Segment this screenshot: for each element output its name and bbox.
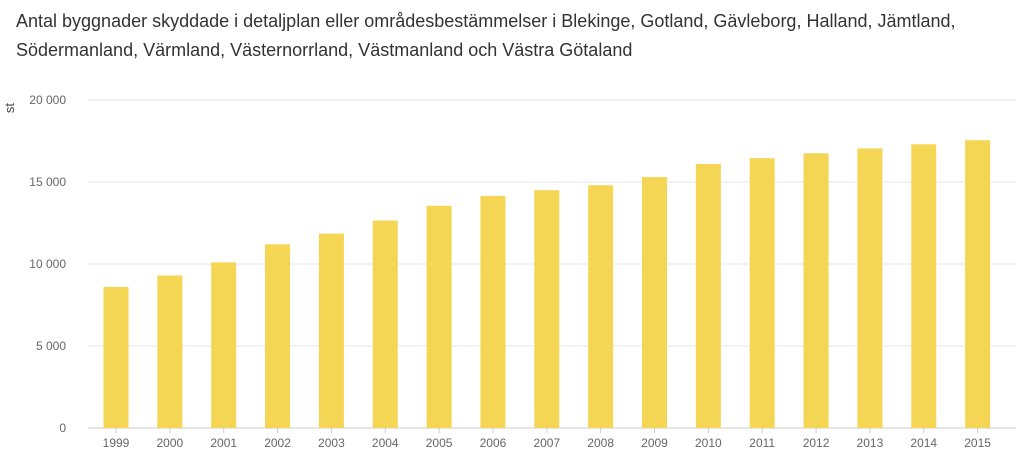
x-tick-label: 2007	[533, 436, 560, 450]
chart-title-line-1: Antal byggnader skyddade i detaljplan el…	[16, 11, 956, 31]
bar-2001[interactable]	[211, 262, 237, 428]
x-tick-label: 2011	[749, 436, 775, 450]
x-tick-label: 2003	[318, 436, 345, 450]
y-tick-label: 0	[59, 421, 66, 435]
bar-2004[interactable]	[372, 220, 398, 428]
y-axis-label: st	[2, 103, 17, 114]
bar-2009[interactable]	[642, 177, 667, 428]
bar-2005[interactable]	[426, 205, 452, 428]
x-axis-ticks: 1999 2000 2001 2002 2003 2004 2005 2006 2007 2008…	[103, 428, 991, 450]
x-tick-label: 2010	[695, 436, 722, 450]
x-tick-label: 2004	[372, 436, 399, 450]
bar-2013[interactable]	[857, 148, 883, 428]
y-axis-ticks: 0 5 000 10 000 15 000 20 000	[29, 93, 66, 435]
x-tick-label: 2012	[803, 436, 830, 450]
x-tick-label: 2009	[641, 436, 668, 450]
bar-2011[interactable]	[749, 158, 775, 428]
x-tick-label: 2006	[480, 436, 507, 450]
bar-2008[interactable]	[588, 185, 614, 428]
x-tick-label: 2000	[156, 436, 183, 450]
x-tick-label: 1999	[103, 436, 130, 450]
bar-1999[interactable]	[103, 286, 129, 428]
x-tick-label: 2014	[910, 436, 937, 450]
y-tick-label: 5 000	[36, 339, 66, 353]
bar-2002[interactable]	[265, 244, 291, 428]
x-tick-label: 2001	[210, 436, 237, 450]
x-tick-label: 2005	[426, 436, 453, 450]
y-tick-label: 15 000	[29, 175, 66, 189]
bars	[103, 140, 991, 429]
bar-2006[interactable]	[480, 195, 506, 428]
x-tick-label: 2008	[587, 436, 614, 450]
bar-2012[interactable]	[803, 153, 829, 429]
bar-2015[interactable]	[965, 140, 991, 428]
bar-2010[interactable]	[695, 163, 721, 428]
chart-title-line-2: Södermanland, Värmland, Västernorrland, …	[16, 40, 633, 60]
x-tick-label: 2013	[857, 436, 884, 450]
y-tick-label: 20 000	[29, 93, 66, 107]
y-tick-label: 10 000	[29, 257, 66, 271]
x-tick-label: 2002	[264, 436, 291, 450]
bar-2014[interactable]	[911, 144, 937, 428]
bar-2000[interactable]	[157, 275, 183, 428]
x-tick-label: 2015	[964, 436, 991, 450]
chart-title: Antal byggnader skyddade i detaljplan el…	[16, 7, 1016, 65]
bar-2007[interactable]	[534, 190, 560, 428]
bar-2003[interactable]	[318, 233, 344, 428]
